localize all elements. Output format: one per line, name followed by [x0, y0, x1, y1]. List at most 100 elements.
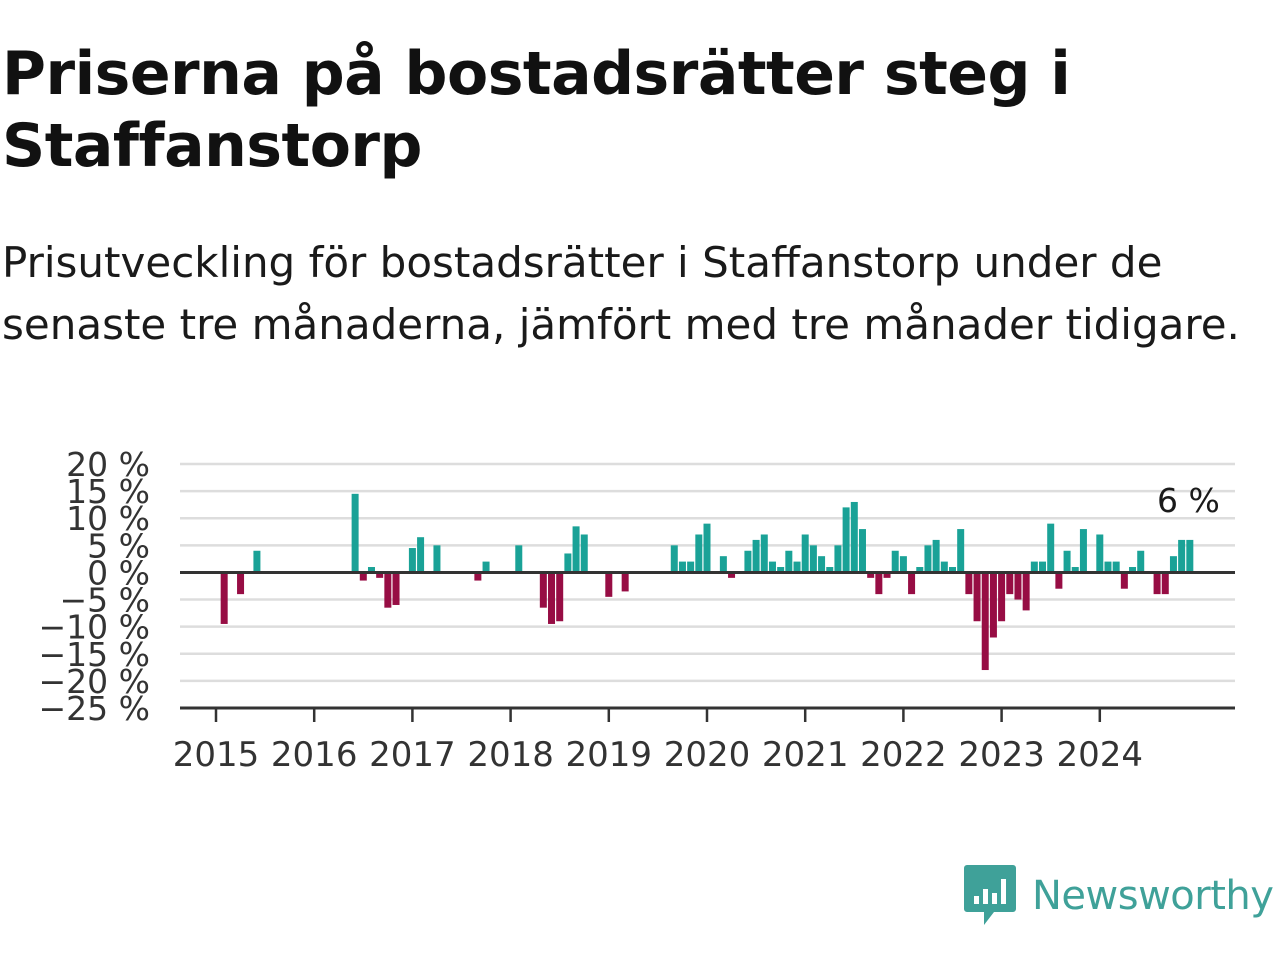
- x-tick-label: 2016: [271, 735, 358, 775]
- bar: [1129, 567, 1137, 573]
- bar: [253, 550, 261, 573]
- bar: [695, 534, 703, 573]
- bar: [1014, 572, 1022, 600]
- bar-chart-speech-bubble-icon: [964, 865, 1016, 925]
- y-axis-tick-labels: 20 %15 %10 %5 %0 %−5 %−10 %−15 %−20 %−25…: [39, 445, 151, 728]
- bar: [1137, 550, 1145, 573]
- chart-title: Priserna på bostadsrätter steg i Staffan…: [2, 39, 1071, 181]
- bar: [768, 561, 776, 573]
- bar: [1071, 567, 1079, 573]
- bar: [998, 572, 1006, 622]
- y-tick-label: 15 %: [66, 472, 150, 511]
- bar: [548, 572, 556, 624]
- bar: [858, 529, 866, 573]
- bar: [1161, 572, 1169, 595]
- bar: [908, 572, 916, 595]
- bar: [539, 572, 547, 608]
- bar: [572, 526, 580, 573]
- bar: [752, 539, 760, 573]
- bar: [1063, 550, 1071, 573]
- bar: [785, 550, 793, 573]
- y-tick-label: −20 %: [39, 662, 151, 701]
- bar: [850, 501, 858, 573]
- bar: [220, 572, 228, 624]
- bar: [932, 539, 940, 573]
- y-tick-label: −5 %: [60, 581, 151, 620]
- bar: [1096, 534, 1104, 573]
- y-tick-label: 20 %: [66, 445, 150, 484]
- bar: [801, 534, 809, 573]
- bar: [989, 572, 997, 638]
- y-tick-label: −15 %: [39, 635, 151, 674]
- x-tick-label: 2018: [467, 735, 554, 775]
- y-tick-label: −10 %: [39, 608, 151, 647]
- bar: [834, 545, 842, 573]
- bar: [556, 572, 564, 622]
- brand: Newsworthy: [964, 864, 1274, 928]
- bar: [916, 567, 924, 573]
- last-value-label: 6 %: [1157, 481, 1220, 520]
- bar: [875, 572, 883, 595]
- bar: [867, 572, 875, 578]
- bar: [981, 572, 989, 671]
- brand-name: Newsworthy: [1032, 873, 1274, 919]
- bar: [842, 507, 850, 573]
- bar: [678, 561, 686, 573]
- bar: [777, 567, 785, 573]
- bar: [973, 572, 981, 622]
- price-change-bar-chart: 20 %15 %10 %5 %0 %−5 %−10 %−15 %−20 %−25…: [39, 445, 1235, 775]
- bar: [1178, 539, 1186, 573]
- bar: [1022, 572, 1030, 611]
- bar: [1112, 561, 1120, 573]
- bar: [1120, 572, 1128, 589]
- bar: [384, 572, 392, 608]
- bar: [703, 523, 711, 573]
- bar: [605, 572, 613, 597]
- bar: [1039, 561, 1047, 573]
- bar: [417, 537, 425, 573]
- bar: [957, 529, 965, 573]
- bar: [1030, 561, 1038, 573]
- bars: [220, 493, 1194, 671]
- x-tick-label: 2017: [369, 735, 456, 775]
- bar: [687, 561, 695, 573]
- x-tick-label: 2023: [958, 735, 1045, 775]
- bar: [392, 572, 400, 605]
- bar: [949, 567, 956, 573]
- bar: [826, 567, 834, 573]
- x-tick-label: 2022: [860, 735, 947, 775]
- bar: [367, 567, 375, 573]
- x-tick-label: 2019: [566, 735, 653, 775]
- chart-subtitle: Prisutveckling för bostadsrätter i Staff…: [2, 238, 1240, 349]
- bar: [359, 572, 367, 581]
- bar: [515, 545, 523, 573]
- y-tick-label: 0 %: [87, 553, 150, 592]
- y-tick-label: −25 %: [39, 689, 151, 728]
- bar: [883, 572, 891, 578]
- x-tick-label: 2020: [664, 735, 751, 775]
- bar: [433, 545, 441, 573]
- x-tick-label: 2015: [173, 735, 260, 775]
- bar: [760, 534, 768, 573]
- bar: [1104, 561, 1112, 573]
- y-tick-label: 5 %: [87, 526, 150, 565]
- bar: [719, 556, 727, 573]
- bar: [1055, 572, 1063, 589]
- bar: [1153, 572, 1161, 595]
- x-tick-label: 2024: [1057, 735, 1144, 775]
- bar: [728, 572, 736, 578]
- bar: [899, 556, 907, 573]
- bar: [670, 545, 678, 573]
- bar: [351, 493, 359, 573]
- bar: [891, 550, 899, 573]
- bar: [564, 553, 572, 573]
- bar: [1047, 523, 1055, 573]
- bar: [376, 572, 384, 578]
- bar: [924, 545, 932, 573]
- x-tick-label: 2021: [762, 735, 849, 775]
- bar: [818, 556, 826, 573]
- bar: [482, 561, 490, 573]
- bar: [408, 548, 416, 573]
- bar: [1006, 572, 1014, 595]
- bar: [793, 561, 801, 573]
